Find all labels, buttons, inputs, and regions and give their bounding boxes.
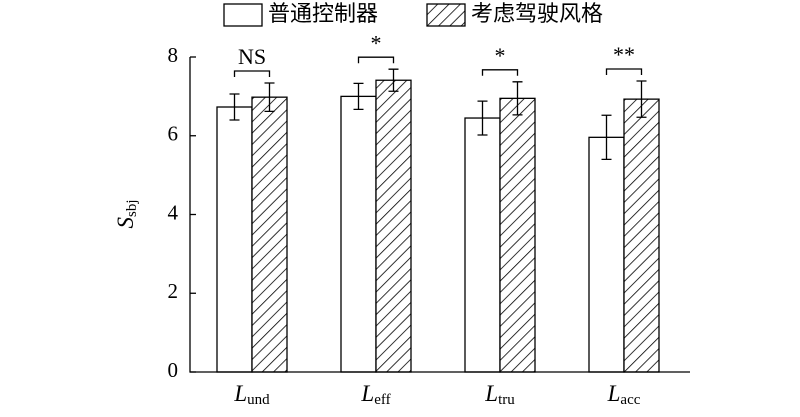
x-tick-label: Lund: [233, 381, 270, 408]
bar: [464, 117, 501, 373]
error-bar: [636, 80, 647, 118]
axis-line: [189, 57, 690, 373]
legend-swatch: [426, 3, 466, 27]
bar: [588, 136, 625, 373]
x-tick-label: Lacc: [607, 381, 641, 408]
error-bar: [512, 81, 523, 116]
y-label-subscript: sbj: [124, 199, 140, 217]
x-label-symbol: L: [233, 381, 247, 406]
x-label-symbol: L: [360, 381, 374, 406]
significance-label: *: [495, 43, 506, 68]
significance-label: **: [613, 42, 635, 67]
significance-label: *: [371, 30, 382, 55]
bar: [251, 96, 288, 373]
x-label-subscript: eff: [374, 392, 390, 408]
y-tick-label: 8: [168, 43, 179, 67]
y-axis-label: Ssbj: [113, 199, 140, 228]
bar: [623, 98, 660, 373]
x-label-symbol: L: [607, 381, 621, 406]
y-tick-label: 0: [168, 358, 179, 382]
error-bar: [353, 82, 364, 111]
error-bar: [601, 114, 612, 161]
y-tick-label: 2: [168, 279, 179, 303]
legend-label: 考虑驾驶风格: [471, 1, 603, 26]
x-tick-label: Leff: [360, 381, 390, 408]
significance-bracket: [233, 70, 271, 77]
error-bar: [477, 100, 488, 136]
error-bar: [229, 93, 240, 121]
legend-swatch: [223, 3, 263, 27]
bar: [216, 106, 253, 373]
legend-label: 普通控制器: [268, 1, 378, 26]
significance-bracket: [605, 68, 643, 76]
significance-bracket: [481, 69, 519, 76]
x-label-subscript: acc: [620, 392, 640, 408]
error-bar: [388, 68, 399, 92]
x-label-subscript: tru: [498, 392, 515, 408]
bar: [340, 95, 377, 373]
y-tick-label: 6: [168, 122, 179, 146]
x-label-subscript: und: [247, 392, 270, 408]
error-bar: [264, 82, 275, 112]
y-label-symbol: S: [113, 217, 138, 229]
x-label-symbol: L: [484, 381, 498, 406]
significance-bracket: [357, 56, 395, 64]
bar: [499, 97, 536, 373]
bar: [375, 79, 412, 373]
x-tick-label: Ltru: [484, 381, 515, 408]
significance-label: NS: [238, 44, 266, 69]
y-tick-label: 4: [168, 200, 179, 224]
